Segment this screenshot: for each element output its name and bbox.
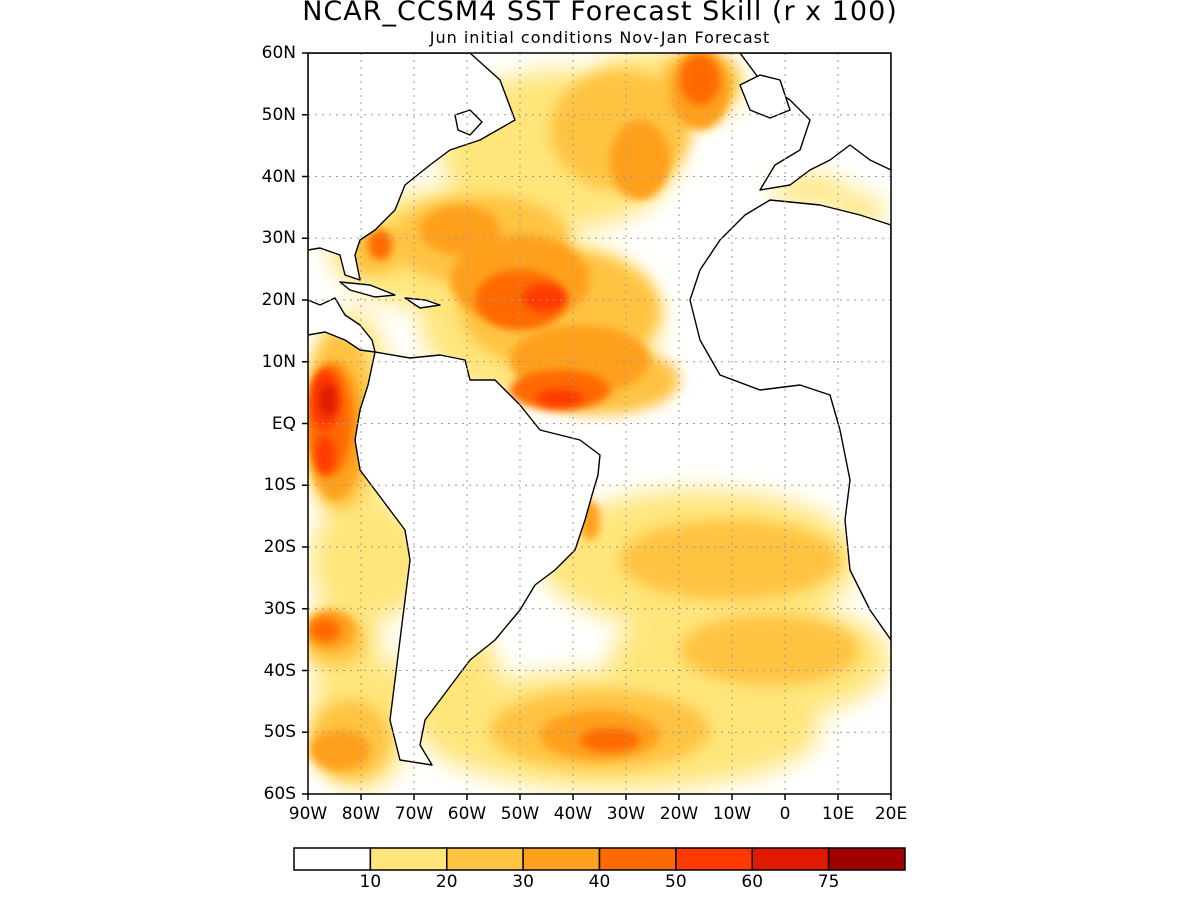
colorbar-swatch [522,847,601,871]
colorbar-tick-label: 40 [588,872,611,892]
map-title: NCAR_CCSM4 SST Forecast Skill (r x 100) [302,0,898,27]
colorbar-swatch [293,847,372,871]
north-america-land [308,53,516,281]
lat-tick-label: 60N [261,43,296,63]
lat-tick-label: 40N [261,166,296,187]
lon-tick-label: 10W [712,804,752,824]
map-subtitle: Jun initial conditions Nov-Jan Forecast [429,28,771,47]
lat-tick-label: 10S [263,475,296,496]
colorbar-tick-label: 20 [435,872,458,892]
colorbar-tick-label: 60 [741,872,764,892]
british-isles-land [739,74,791,119]
colorbar-swatch [369,847,448,871]
lon-tick-label: 70W [394,804,434,824]
colorbar [293,847,906,871]
lat-tick-label: 50S [263,722,296,743]
colorbar-swatch [446,847,524,871]
africa-land [689,199,891,641]
lat-tick-label: 20N [261,290,296,310]
lon-tick-label: 60W [447,804,487,824]
cuba-land [339,281,396,298]
lat-tick-label: 60S [263,784,296,804]
lon-tick-label: 80W [341,804,381,824]
lon-tick-label: 10E [821,804,855,824]
lat-tick-label: 30S [263,598,296,619]
colorbar-tick-label: 30 [512,872,534,892]
coastlines [308,53,891,766]
colorbar-swatch [827,847,906,871]
colorbar-swatch [598,847,677,871]
graticule [308,53,891,794]
lat-tick-label: 30N [261,228,296,249]
colorbar-tick-label: 50 [665,872,687,892]
lon-tick-label: 50W [500,804,540,824]
lat-tick-label: 40S [263,660,296,681]
lat-tick-label: 20S [263,537,296,557]
colorbar-tick-label: 75 [817,872,840,892]
lat-tick-label: 10N [261,351,296,372]
central-america-land [308,297,376,353]
lat-tick-label: EQ [271,413,296,434]
lon-tick-label: 30W [606,804,646,824]
colorbar-swatch [751,847,830,871]
lon-tick-label: 90W [288,804,328,824]
lon-tick-label: 20E [874,804,908,824]
lon-tick-label: 40W [553,804,593,824]
axis-ticks [302,52,892,800]
lon-tick-label: 20W [659,804,699,824]
colorbar-tick-label: 10 [359,872,382,892]
lat-tick-label: 50N [261,104,296,125]
colorbar-swatch [675,847,753,871]
lon-tick-label: 0 [779,804,791,824]
